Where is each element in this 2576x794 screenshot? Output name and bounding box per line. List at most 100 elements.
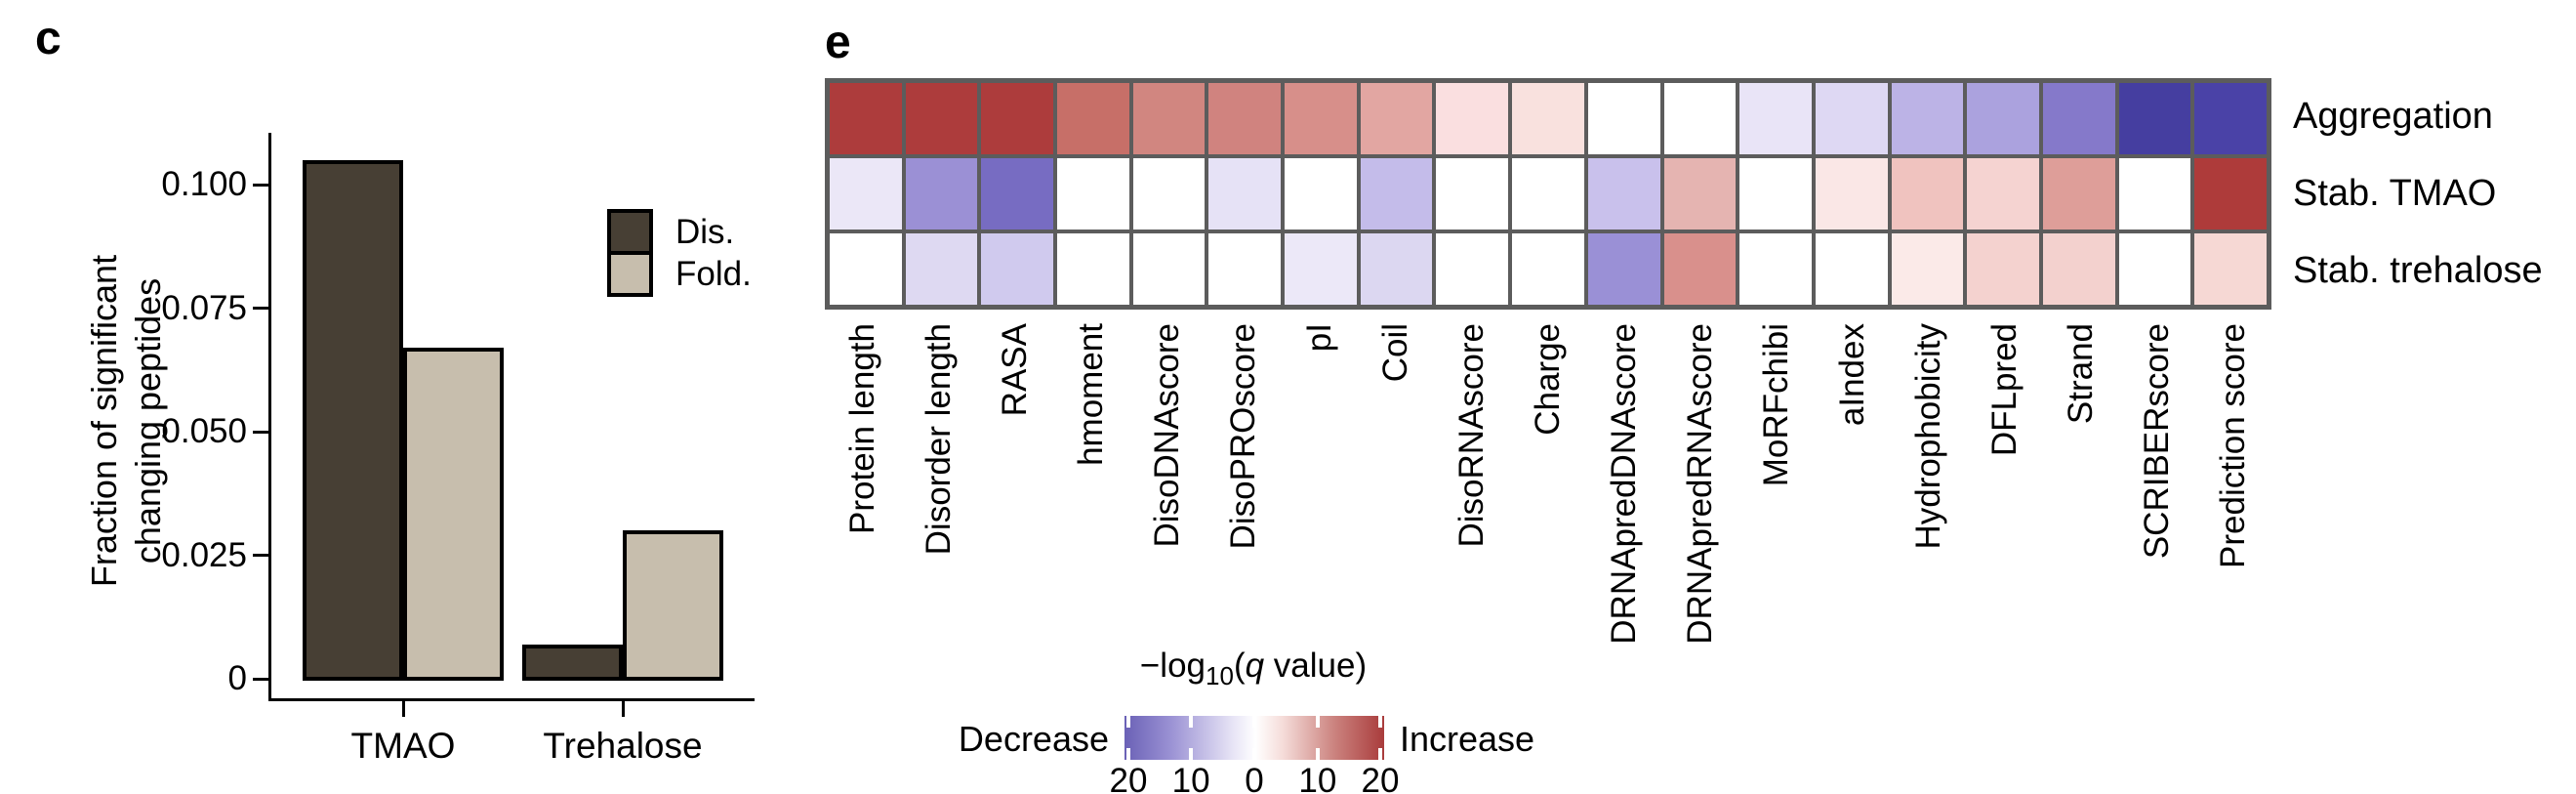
x-axis-line	[268, 698, 755, 701]
heatmap-cell	[1967, 83, 2039, 154]
heatmap-cell	[1587, 83, 1660, 154]
heatmap-column-label: MoRFchibi	[1757, 323, 1795, 487]
x-axis-tick	[401, 701, 405, 717]
heatmap-cell	[1436, 158, 1509, 230]
heatmap-cell	[1512, 233, 1584, 305]
heatmap-cell	[1360, 83, 1433, 154]
heatmap-column-label: Protein length	[843, 323, 881, 534]
heatmap-cell	[905, 83, 978, 154]
legend-label-dis: Dis.	[675, 213, 735, 251]
heatmap-cell	[2118, 158, 2191, 230]
colorbar-title-subscript: 10	[1206, 661, 1234, 690]
heatmap-cell	[1285, 233, 1357, 305]
heatmap-cell	[2118, 233, 2191, 305]
colorbar-tick	[1378, 748, 1382, 760]
colorbar-gradient	[1124, 716, 1384, 760]
y-axis-line	[268, 133, 271, 701]
heatmap-column-label: SCRIBERscore	[2138, 323, 2176, 560]
panel-e-label: e	[825, 17, 851, 68]
colorbar-tick	[1252, 716, 1256, 728]
heatmap-cell	[905, 158, 978, 230]
colorbar-title: −log10(q value)	[1009, 645, 1497, 697]
bar-tmao-dis	[303, 160, 403, 681]
colorbar-tick	[1315, 748, 1320, 760]
heatmap-column-label: hmoment	[1072, 323, 1110, 466]
heatmap-cell	[905, 233, 978, 305]
y-axis-tick	[253, 183, 268, 187]
heatmap-cell	[1360, 233, 1433, 305]
colorbar-tick	[1315, 716, 1320, 728]
y-axis-tick	[253, 430, 268, 434]
heatmap-row-label: Aggregation	[2293, 96, 2493, 137]
y-axis-tick-label: 0.100	[161, 165, 247, 204]
heatmap-cell	[1360, 158, 1433, 230]
colorbar-title-q: q	[1245, 647, 1265, 685]
colorbar-tick	[1189, 748, 1194, 760]
heatmap-cell	[2042, 233, 2115, 305]
y-axis-tick-label: 0.025	[161, 535, 247, 574]
colorbar-title-prefix: −log	[1139, 647, 1206, 685]
heatmap-cell	[1739, 158, 1812, 230]
legend-label-fold: Fold.	[675, 255, 752, 293]
heatmap-cell	[2042, 83, 2115, 154]
legend-swatch-fold	[607, 251, 653, 297]
heatmap-cell	[1587, 233, 1660, 305]
heatmap-cell	[1436, 233, 1509, 305]
y-axis-tick-label: 0.075	[161, 288, 247, 327]
heatmap-cell	[1057, 233, 1129, 305]
heatmap-cell	[1132, 233, 1206, 305]
legend-swatch-dis	[607, 209, 653, 255]
heatmap-column-label: DFLpred	[1985, 323, 2024, 457]
heatmap-column-label: DisoRNAscore	[1452, 323, 1491, 548]
heatmap-cell	[1208, 158, 1282, 230]
heatmap-column-label: aIndex	[1833, 323, 1871, 427]
colorbar-tick	[1189, 716, 1194, 728]
heatmap-cell	[1208, 233, 1282, 305]
heatmap-cell	[830, 233, 902, 305]
heatmap-column-label: Disorder length	[920, 323, 958, 556]
heatmap-cell	[2194, 83, 2267, 154]
heatmap-column-label: Charge	[1529, 323, 1567, 436]
heatmap-column-label: DRNApredDNAscore	[1605, 323, 1643, 645]
heatmap-column-label: DisoDNAscore	[1148, 323, 1186, 548]
heatmap-column-label: Prediction score	[2214, 323, 2252, 568]
colorbar-tick-label: 20	[1361, 762, 1400, 794]
heatmap-cell	[2194, 233, 2267, 305]
heatmap-column-label: Hydrophobicity	[1909, 323, 1947, 550]
colorbar-tick-label: 0	[1245, 762, 1264, 794]
heatmap-cell	[830, 83, 902, 154]
heatmap-cell	[1891, 233, 1964, 305]
heatmap-cell	[2194, 158, 2267, 230]
heatmap-cell	[830, 158, 902, 230]
heatmap-cell	[1815, 83, 1888, 154]
heatmap-column-label: Strand	[2062, 323, 2100, 425]
colorbar-tick	[1125, 748, 1130, 760]
colorbar-title-rest: value)	[1264, 647, 1368, 685]
heatmap-cell	[1815, 158, 1888, 230]
heatmap-cell	[1815, 233, 1888, 305]
heatmap-cell	[1285, 158, 1357, 230]
panel-c-label: c	[35, 13, 61, 64]
heatmap-cell	[1739, 233, 1812, 305]
bar-legend: Dis. Fold.	[607, 209, 752, 297]
heatmap-cell	[1512, 83, 1584, 154]
heatmap-row-label: Stab. TMAO	[2293, 173, 2497, 214]
colorbar-tick	[1252, 748, 1256, 760]
heatmap-cell	[1132, 158, 1206, 230]
bar-trehalose-fold	[623, 530, 723, 681]
heatmap-cell	[1891, 158, 1964, 230]
heatmap-column-label: RASA	[996, 323, 1034, 417]
colorbar-tick-label: 20	[1109, 762, 1148, 794]
heatmap-cell	[1663, 233, 1737, 305]
heatmap-cell	[1512, 158, 1584, 230]
y-axis-tick	[253, 307, 268, 311]
y-axis-tick	[253, 677, 268, 681]
x-axis-tick-label: TMAO	[350, 726, 456, 766]
heatmap-column-label: DRNApredRNAscore	[1681, 323, 1719, 645]
heatmap-cell	[2118, 83, 2191, 154]
y-axis-tick-label: 0	[227, 659, 247, 697]
colorbar-increase-label: Increase	[1400, 719, 1535, 759]
heatmap-column-label: pI	[1300, 323, 1338, 353]
colorbar-decrease-label: Decrease	[958, 719, 1109, 759]
